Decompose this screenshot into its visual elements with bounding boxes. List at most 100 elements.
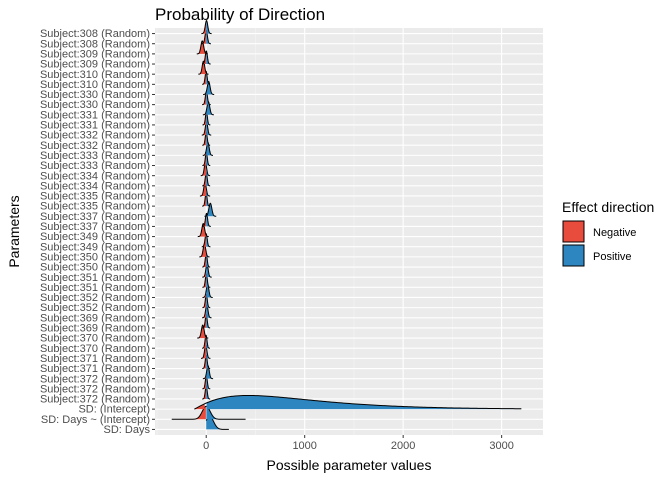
ridge-negative-area [202,385,207,399]
y-tick-label: Subject:330 (Random) [40,99,150,111]
ridge-3 [196,40,208,55]
ridge-negative-area [197,325,207,339]
ridge-negative-area [202,152,207,166]
ridge-negative-area [199,243,207,257]
x-tick-label: 3000 [489,440,513,452]
ridge-2 [201,30,211,45]
ridge-positive-area [206,51,211,65]
ridge-19 [204,202,217,217]
ridge-negative-area [202,254,207,268]
y-tick-label: Subject:370 (Random) [40,343,150,355]
y-tick-label: Subject:308 (Random) [40,38,150,50]
y-tick-label: Subject:310 (Random) [40,69,150,81]
ridge-34 [202,354,211,370]
ridge-16 [202,172,211,187]
y-tick-label: Subject:351 (Random) [40,272,150,284]
y-tick-label: Subject:351 (Random) [40,282,150,294]
x-tick-label: 2000 [391,440,415,452]
y-tick-label: Subject:331 (Random) [40,120,150,132]
ridge-positive-area [206,142,213,156]
ridge-positive-area [206,213,211,227]
y-tick-label: Subject:372 (Random) [40,383,150,395]
ridge-positive-area [206,203,217,217]
chart-title: Probability of Direction [155,5,325,24]
y-tick-label: Subject:349 (Random) [40,241,150,253]
x-tick-labels: 0 1000 2000 3000 [203,435,514,452]
ridge-positive-area [206,406,246,420]
ridge-outline [202,354,211,370]
x-axis-title: Possible parameter values [267,457,432,473]
x-tick-label: 0 [203,440,209,452]
ridge-positive-area [206,91,211,105]
ridge-positive-area [206,101,214,115]
ridge-positive-area [206,132,211,146]
ridge-positive-area [206,375,211,389]
ridge-positive-area [206,122,212,136]
ridge-negative-area [202,172,207,186]
ridge-positive-area [206,71,211,85]
ridges [171,20,522,430]
y-tick-label: Subject:334 (Random) [40,170,150,182]
ridge-positive-area [206,385,211,399]
ridge-positive-area [206,30,211,44]
ridge-negative-area [202,294,207,308]
ridge-outline [194,394,522,410]
y-tick-label: Subject:350 (Random) [40,262,150,274]
ridge-21 [197,223,209,238]
ridge-positive-area [206,152,211,166]
y-tick-label: Subject:369 (Random) [40,312,150,324]
ridge-outline [202,334,210,349]
legend-label-negative: Negative [593,227,636,239]
legend-title: Effect direction [562,199,654,215]
ridge-outline [201,20,212,35]
ridge-positive-area [206,314,211,328]
y-tick-label: SD: Days ~ (Intercept) [41,414,150,426]
ridge-negative-area [201,51,207,65]
ridge-positive-area [206,20,212,34]
y-tick-label: Subject:310 (Random) [40,79,150,91]
ridge-positive-area [206,193,211,207]
ridge-positive-area [206,111,211,125]
y-tick-label: Subject:335 (Random) [40,191,150,203]
ridge-negative-area [201,233,207,247]
ridge-positive-area [206,355,211,369]
ridge-positive-area [206,172,211,186]
ridge-outline [204,202,217,217]
y-tick-labels: Subject:308 (Random)Subject:308 (Random)… [40,28,155,436]
y-tick-label: Subject:335 (Random) [40,201,150,213]
legend: Effect direction Negative Positive [562,199,654,267]
ridge-negative-area [202,355,207,369]
x-tick-label: 1000 [292,440,316,452]
ridge-negative-area [202,91,207,105]
ridge-positive-area [206,254,211,268]
ridge-positive-area [206,274,211,288]
ridge-positive-area [206,294,211,308]
legend-swatch-positive [562,244,585,267]
legend-swatch-negative [562,220,585,243]
ridge-outline [197,324,209,339]
y-tick-label: Subject:331 (Random) [40,109,150,121]
y-tick-label: Subject:332 (Random) [40,140,150,152]
y-tick-label: Subject:309 (Random) [40,59,150,71]
ridge-negative-area [202,375,207,389]
ridge-positive-area [206,233,211,247]
ridge-negative-area [196,40,207,54]
ridge-20 [202,212,211,227]
y-tick-label: Subject:372 (Random) [40,394,150,406]
y-tick-label: Subject:308 (Random) [40,28,150,40]
y-tick-label: Subject:337 (Random) [40,211,150,223]
ridge-negative-area [202,132,207,146]
y-tick-label: Subject:337 (Random) [40,221,150,233]
y-tick-label: Subject:349 (Random) [40,231,150,243]
ridge-outline [203,80,215,95]
y-tick-label: Subject:350 (Random) [40,251,150,263]
ridge-negative-area [202,193,207,207]
ridge-positive-area [206,416,229,430]
ridge-31 [197,324,209,339]
ridge-negative-area [199,182,207,196]
ridge-32 [202,334,210,349]
ridge-outline [196,40,208,55]
ridge-5 [198,60,209,75]
ridge-positive-area [206,395,522,410]
plot-panel [155,20,543,435]
